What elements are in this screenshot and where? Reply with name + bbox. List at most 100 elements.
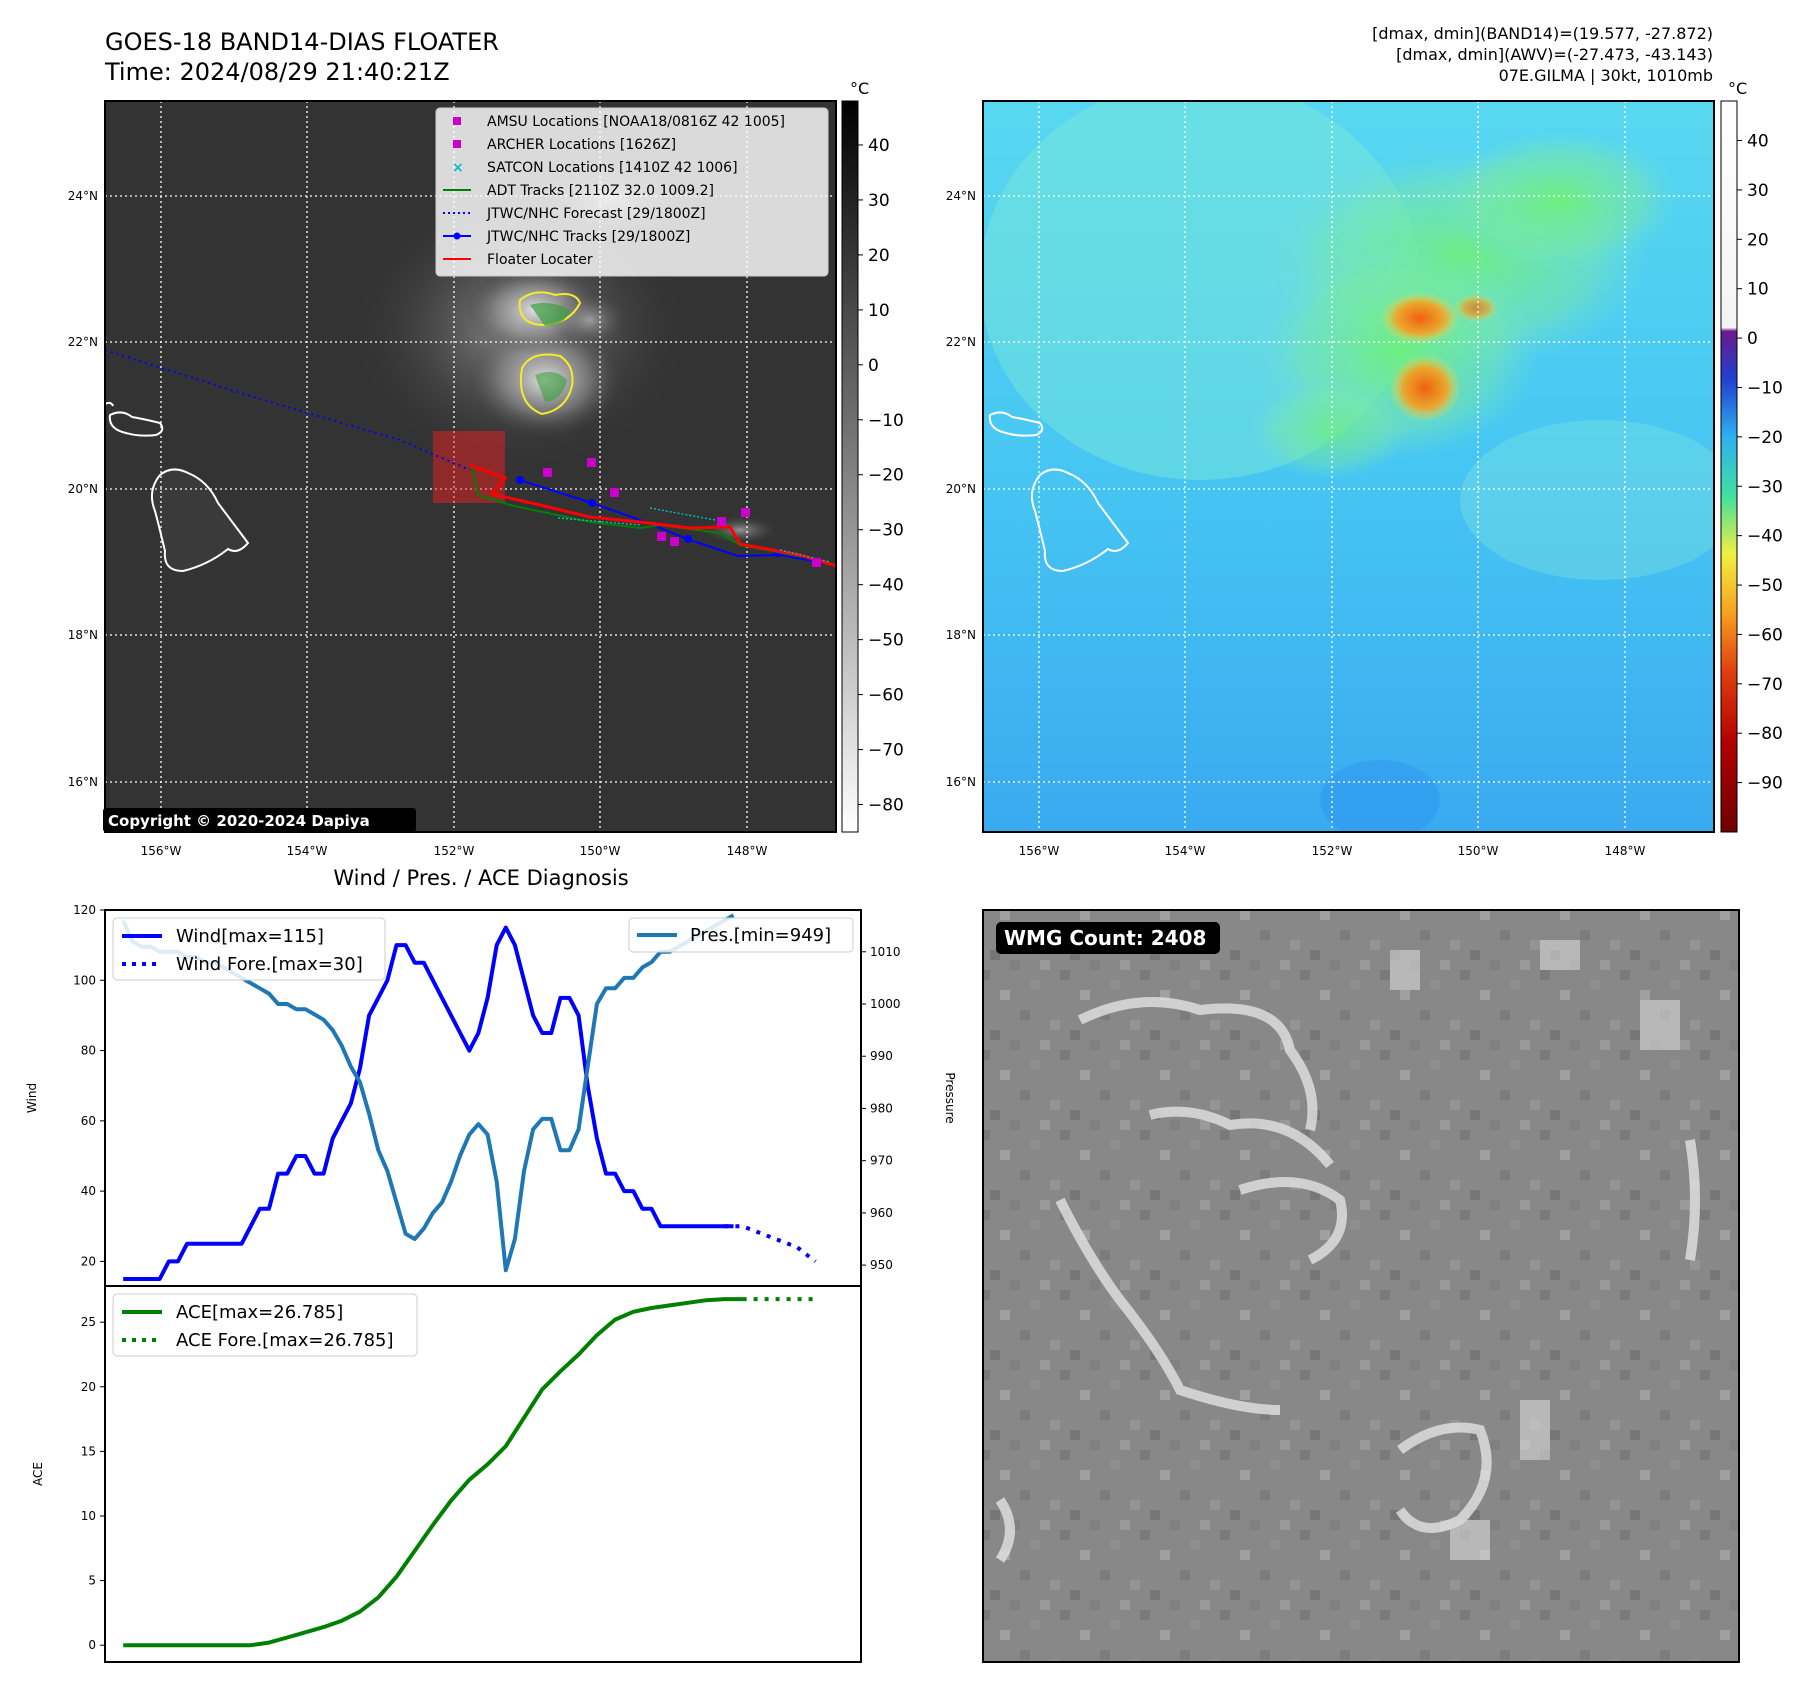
legend-satcon-icon: × (452, 160, 464, 176)
info-storm: 07E.GILMA | 30kt, 1010mb (1499, 66, 1713, 85)
awv-colorbar-tick-label: −70 (1747, 675, 1783, 695)
pressure-axis-tick-label: 1000 (870, 997, 901, 1011)
pressure-axis-tick-label: 960 (870, 1206, 893, 1220)
ace-axis-tick-label: 15 (81, 1444, 96, 1458)
ir-colorbar-tick-label: 30 (868, 191, 890, 211)
info-band14-range: [dmax, dmin](BAND14)=(19.577, -27.872) (1372, 24, 1713, 43)
diagnosis-title: Wind / Pres. / ACE Diagnosis (333, 866, 628, 890)
ir-map: AMSU Locations [NOAA18/0816Z 42 1005] AR… (103, 100, 837, 833)
ir-tracks (105, 349, 836, 568)
ace-legend-label: ACE[max=26.785] (176, 1302, 343, 1323)
awv-lon-148: 148°W (1605, 844, 1646, 858)
pressure-axis-tick-label: 980 (870, 1101, 893, 1115)
ir-lat-labels: 24°N 22°N 20°N 18°N 16°N (68, 189, 98, 789)
awv-lon-154: 154°W (1165, 844, 1206, 858)
legend-forecast: JTWC/NHC Forecast [29/1800Z] (486, 206, 706, 222)
ir-colorbar-gradient (841, 100, 859, 833)
pressure-axis-tick-label: 1010 (870, 945, 901, 959)
wind-axis-tick-label: 80 (81, 1044, 96, 1058)
wind-legend: Wind[max=115] Wind Fore.[max=30] (112, 917, 386, 981)
awv-map-frame (982, 100, 1715, 833)
ir-colorbar-tick-label: −30 (868, 521, 904, 541)
ir-lat-24: 24°N (68, 189, 98, 203)
wind-axis-tick-label: 100 (73, 973, 96, 987)
awv-colorbar-tick-label: −80 (1747, 724, 1783, 744)
ace-ylabel: ACE (31, 1462, 45, 1486)
ir-colorbar-tick-label: −20 (868, 466, 904, 486)
awv-map (982, 100, 1715, 833)
wind-ylabel: Wind (25, 1083, 39, 1113)
awv-colorbar-tick-label: −30 (1747, 477, 1783, 497)
ir-colorbar-tick-label: 20 (868, 246, 890, 266)
ir-colorbar: °C 40 30 20 10 0 −10 −20 −30 −40 −50 −60 −70 −80 (841, 79, 904, 833)
ace-axis-tick-label: 20 (81, 1380, 96, 1394)
ace-axis-tick-label: 10 (81, 1509, 96, 1523)
awv-hawaii-big-island (1030, 468, 1130, 573)
ir-legend: AMSU Locations [NOAA18/0816Z 42 1005] AR… (435, 107, 829, 277)
awv-lat-20: 20°N (946, 482, 976, 496)
ace-axis-tick-label: 5 (88, 1574, 96, 1588)
ir-colorbar-tick-label: −80 (868, 796, 904, 816)
awv-moisture (983, 101, 1714, 832)
wmg-count-label: WMG Count: 2408 (1004, 926, 1206, 950)
pressure-axis-tick-label: 990 (870, 1049, 893, 1063)
pressure-ylabel: Pressure (943, 1072, 957, 1123)
ir-lon-150: 150°W (580, 844, 621, 858)
ir-lon-152: 152°W (434, 844, 475, 858)
wmg-image (983, 910, 1739, 1662)
legend-adt: ADT Tracks [2110Z 32.0 1009.2] (487, 183, 714, 199)
awv-colorbar-tick-label: 0 (1747, 329, 1758, 349)
wind-pressure-panel: Wind Pressure 120 100 80 60 40 20 1010 1000 990… (25, 903, 957, 1287)
info-awv-range: [dmax, dmin](AWV)=(-27.473, -43.143) (1396, 45, 1713, 64)
ir-lon-labels: 156°W 154°W 152°W 150°W 148°W (141, 844, 768, 858)
awv-lon-labels: 156°W 154°W 152°W 150°W 148°W (1019, 844, 1646, 858)
awv-colorbar-tick-label: 10 (1747, 280, 1769, 300)
pressure-legend: Pres.[min=949] (628, 917, 854, 953)
ace-axis-tick-label: 25 (81, 1315, 96, 1329)
awv-colorbar-tick-label: −60 (1747, 625, 1783, 645)
awv-lat-labels: 24°N 22°N 20°N 18°N 16°N (946, 189, 976, 789)
ir-lon-148: 148°W (727, 844, 768, 858)
awv-colorbar-tick-label: −20 (1747, 428, 1783, 448)
ace-axis-tick-label: 0 (88, 1638, 96, 1652)
awv-colorbar-tick-label: −50 (1747, 576, 1783, 596)
awv-lat-22: 22°N (946, 335, 976, 349)
wmg-label-box (996, 922, 1220, 954)
wind-forecast-series-line (724, 1224, 817, 1263)
wind-axis-tick-label: 60 (81, 1114, 96, 1128)
ir-colorbar-tick-label: −50 (868, 631, 904, 651)
ir-colorbar-tick-label: −60 (868, 686, 904, 706)
ace-legend: ACE[max=26.785] ACE Fore.[max=26.785] (112, 1293, 418, 1357)
awv-colorbar-tick-label: −90 (1747, 774, 1783, 794)
wmg-frame (982, 909, 1740, 1663)
wind-legend-label: Wind[max=115] (176, 926, 324, 947)
figure-time: Time: 2024/08/29 21:40:21Z (104, 58, 450, 86)
ir-colorbar-tick-label: 40 (868, 136, 890, 156)
ir-lat-18: 18°N (68, 628, 98, 642)
awv-colorbar-tick-label: −40 (1747, 527, 1783, 547)
wind-axis-tick-label: 40 (81, 1184, 96, 1198)
ace-series-line (123, 1297, 743, 1648)
ace-fore-legend-label: ACE Fore.[max=26.785] (176, 1330, 394, 1351)
ir-colorbar-unit: °C (850, 79, 869, 98)
ir-colorbar-tick-label: −10 (868, 411, 904, 431)
awv-gridlines (983, 101, 1714, 832)
legend-amsu-icon (453, 117, 461, 125)
copyright-box (103, 808, 416, 832)
wind-fore-legend-label: Wind Fore.[max=30] (176, 954, 363, 975)
wind-axis-tick-label: 20 (81, 1254, 96, 1268)
pressure-legend-label: Pres.[min=949] (690, 925, 831, 946)
awv-lat-16: 16°N (946, 775, 976, 789)
pressure-axis-tick-label: 950 (870, 1258, 893, 1272)
ir-colorbar-tick-label: 10 (868, 301, 890, 321)
wind-series-line (123, 925, 734, 1281)
awv-colorbar-tick-label: 20 (1747, 230, 1769, 250)
floater-track (469, 463, 836, 568)
awv-colorbar-tick-label: −10 (1747, 378, 1783, 398)
legend-archer-icon (453, 140, 461, 148)
awv-lat-24: 24°N (946, 189, 976, 203)
ir-lat-20: 20°N (68, 482, 98, 496)
ir-map-frame (104, 100, 837, 833)
ir-colorbar-tick-label: 0 (868, 356, 879, 376)
